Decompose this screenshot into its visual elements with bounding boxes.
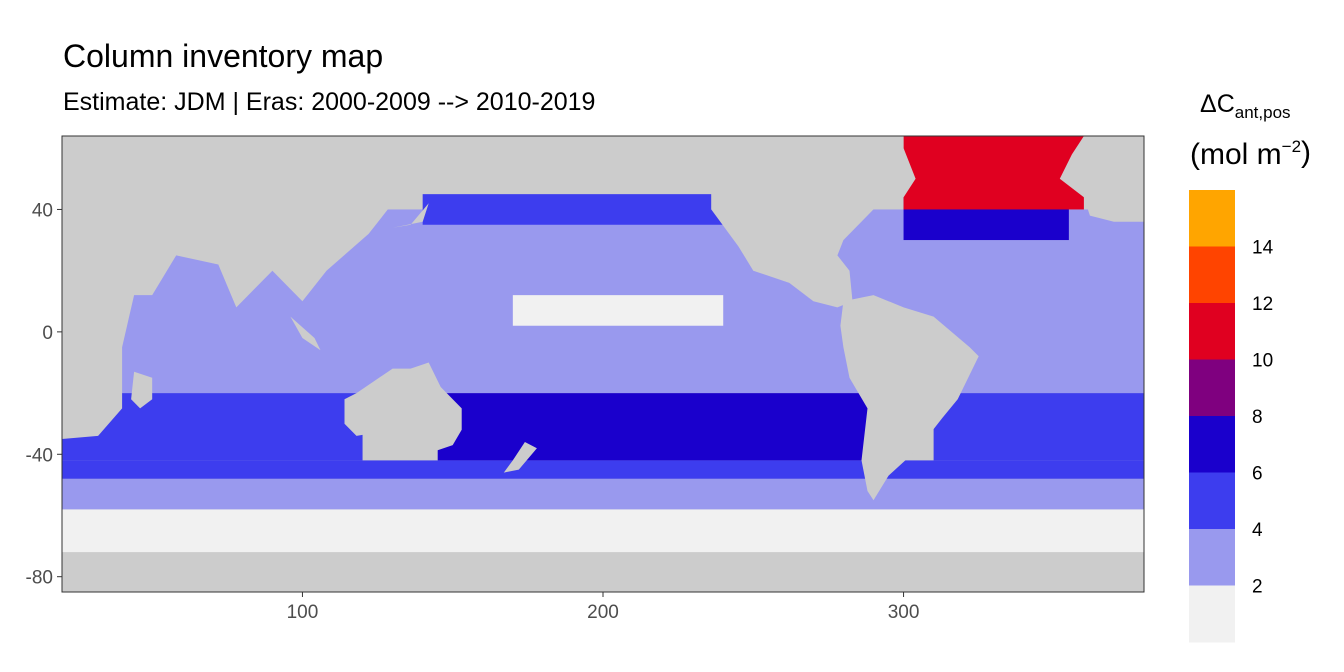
continents-layer bbox=[62, 136, 1144, 592]
ocean-region-3 bbox=[437, 393, 874, 461]
x-tick-label: 300 bbox=[888, 602, 920, 623]
legend-label: 14 bbox=[1252, 238, 1274, 259]
legend-unit: (mol m−2) bbox=[1190, 136, 1311, 171]
ocean-region-7 bbox=[422, 194, 724, 225]
continent-7 bbox=[392, 203, 429, 228]
continent-3 bbox=[344, 362, 462, 452]
continent-4 bbox=[1059, 136, 1144, 222]
ocean-region-0 bbox=[62, 509, 1144, 553]
legend-label: 10 bbox=[1252, 351, 1273, 372]
x-tick-label: 100 bbox=[287, 602, 319, 623]
continent-0 bbox=[62, 136, 423, 439]
y-tick-label: -40 bbox=[26, 445, 53, 466]
ocean-region-1 bbox=[62, 478, 1144, 510]
continent-8 bbox=[290, 316, 321, 351]
continent-1 bbox=[693, 136, 916, 308]
legend-label: 2 bbox=[1252, 577, 1263, 598]
y-tick-label: 0 bbox=[42, 323, 53, 344]
y-tick-label: 40 bbox=[32, 200, 53, 221]
legend-label: 12 bbox=[1252, 294, 1273, 315]
continent-9 bbox=[503, 442, 537, 473]
ocean-region-8 bbox=[512, 295, 724, 326]
legend-key bbox=[1189, 472, 1235, 530]
ocean-region-4 bbox=[933, 393, 1144, 461]
legend-label: 4 bbox=[1252, 520, 1263, 541]
continent-2 bbox=[840, 295, 979, 501]
x-tick-label: 200 bbox=[587, 602, 619, 623]
chart-title: Column inventory map bbox=[63, 38, 384, 74]
legend-title: ΔCant,pos bbox=[1200, 90, 1291, 122]
legend-keys: 2 4 6 8 10 12 14 bbox=[1189, 190, 1274, 643]
legend-key bbox=[1189, 529, 1235, 586]
chart-subtitle: Estimate: JDM | Eras: 2000-2009 --> 2010… bbox=[63, 88, 596, 116]
legend-label: 8 bbox=[1252, 407, 1263, 428]
ocean-region-10 bbox=[903, 136, 1084, 210]
map-panel bbox=[62, 136, 1144, 592]
legend-key bbox=[1189, 190, 1235, 247]
continent-5 bbox=[62, 552, 1144, 592]
legend-key bbox=[1189, 359, 1235, 417]
legend-key bbox=[1189, 416, 1235, 473]
continent-6 bbox=[131, 371, 153, 409]
y-tick-label: -80 bbox=[26, 568, 53, 589]
legend-label: 6 bbox=[1252, 464, 1263, 485]
ocean-region-2 bbox=[62, 460, 1144, 479]
legend-key bbox=[1189, 303, 1235, 360]
legend: ΔCant,pos (mol m−2) 2 4 6 8 10 12 14 bbox=[1189, 90, 1311, 643]
legend-key bbox=[1189, 246, 1235, 304]
legend-key bbox=[1189, 585, 1235, 643]
